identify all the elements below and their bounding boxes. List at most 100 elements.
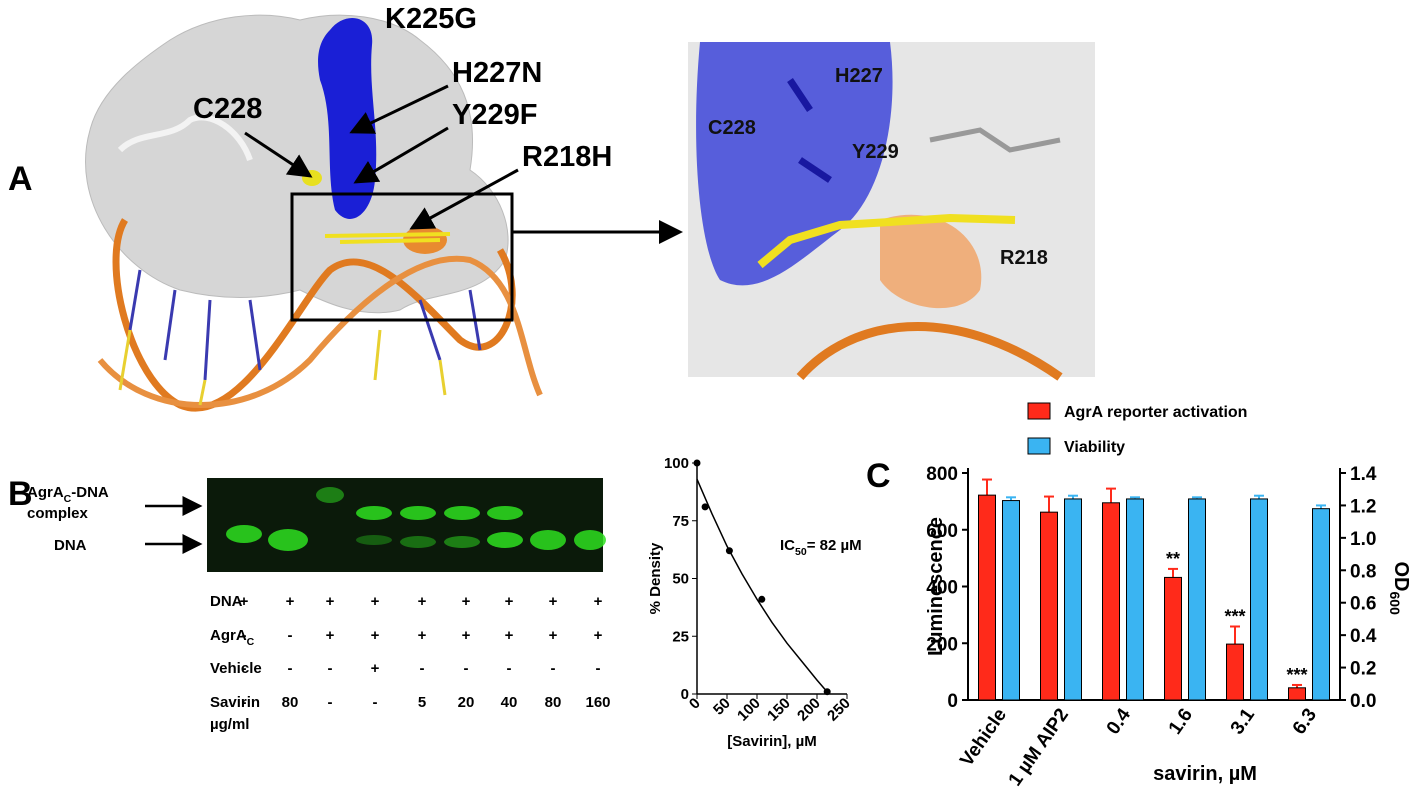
x-tick-label: 50 [710,695,734,719]
cell: + [594,627,603,644]
text-segment: AgrA [210,627,247,644]
legend-swatch [1027,437,1051,455]
residue-label: Y229F [452,99,537,131]
y-tick-label: 800 [926,464,958,485]
cell: 160 [585,694,610,711]
annotation: IC50= 82 µM [780,537,862,558]
legend-label: AgrA reporter activation [1064,404,1247,421]
x-tick-label: 1 µM AIP2 [1005,705,1074,790]
cell: + [286,593,295,610]
residue-label: H227N [452,57,542,89]
cell: + [371,627,380,644]
y-tick-label: 600 [926,521,958,542]
cell: + [371,660,380,677]
bar [1312,508,1330,701]
bar [978,494,996,701]
cell: + [326,627,335,644]
y2-tick-label: 0.4 [1350,626,1377,647]
cell: 80 [282,694,299,711]
cell: - [288,627,293,644]
row-label: Savirin [210,694,260,711]
point [758,595,766,603]
y2-axis-label: OD600 [1387,562,1412,616]
gel-band-label: complex [27,505,89,522]
point [693,459,701,467]
y-tick-label: 0 [681,686,689,703]
gel-band-label: DNA [54,537,87,554]
legend-label: Viability [1064,439,1125,456]
row-label: DNA [210,593,243,610]
bar [1164,576,1182,701]
significance: *** [1224,607,1245,627]
cell: + [505,627,514,644]
bar [1226,643,1244,701]
x-tick-label: 100 [734,695,764,725]
y-tick-label: 25 [672,628,689,645]
y2-tick-label: 0.6 [1350,594,1376,615]
residue-label: C228 [193,93,262,125]
panel-label: A [8,160,33,198]
text-segment: OD [1390,562,1412,592]
cell: - [328,660,333,677]
residue-label: C228 [708,117,756,139]
point [725,547,733,555]
significance: *** [1286,665,1307,685]
y2-tick-label: 0.0 [1350,691,1376,712]
gel-band-label: AgrAC-DNA [27,484,109,505]
cell: 20 [458,694,475,711]
bar [1102,502,1120,701]
x-tick-label: 0.4 [1103,704,1136,738]
cell: + [326,593,335,610]
y-axis-label: % Density [647,542,664,614]
text-segment: Vehicle [210,660,262,677]
subscript: 600 [1387,592,1403,616]
bar [1002,500,1020,701]
x-tick-label: 150 [764,695,794,725]
bar [1040,511,1058,701]
x-axis-label: [Savirin], µM [727,733,817,750]
cell: + [371,593,380,610]
x-tick-label: 0 [686,695,704,713]
subscript: C [64,493,72,505]
subscript: 50 [795,546,807,558]
x-axis-label: savirin, µM [1153,763,1257,785]
cell: + [549,593,558,610]
residue-label: R218 [1000,247,1048,269]
x-tick-label: 6.3 [1289,705,1321,739]
subscript: C [247,636,255,648]
gel-image [145,478,606,572]
point [701,503,709,511]
y-tick-label: 400 [926,578,958,599]
bar [1064,498,1082,701]
significance: ** [1166,549,1180,569]
cell: + [418,627,427,644]
protein-overview [85,14,683,412]
residue-label: R218H [522,141,612,173]
panel-label: C [866,457,891,495]
y-tick-label: 200 [926,634,958,655]
residue-label: K225G [385,3,477,35]
cell: 5 [418,694,426,711]
row-label: Vehicle [210,660,262,677]
y2-tick-label: 1.2 [1350,496,1376,517]
y2-tick-label: 0.8 [1350,561,1376,582]
y2-tick-label: 1.0 [1350,529,1376,550]
cell: + [240,593,249,610]
cell: + [549,627,558,644]
cell: + [594,593,603,610]
bar [1288,687,1306,701]
cell: - [596,660,601,677]
x-tick-label: 3.1 [1227,704,1260,738]
bar [1250,498,1268,701]
bar [1188,498,1206,701]
x-tick-label: 1.6 [1165,705,1197,739]
cell: + [505,593,514,610]
text-segment: AgrA [27,484,64,501]
text-segment: -DNA [71,484,109,501]
row-label: µg/ml [210,716,249,733]
residue-label: Y229 [852,141,899,163]
y-axis-label: Luminescence [925,517,947,656]
text-segment: Savirin [210,694,260,711]
text-segment: = 82 µM [807,537,862,554]
cell: - [242,694,247,711]
